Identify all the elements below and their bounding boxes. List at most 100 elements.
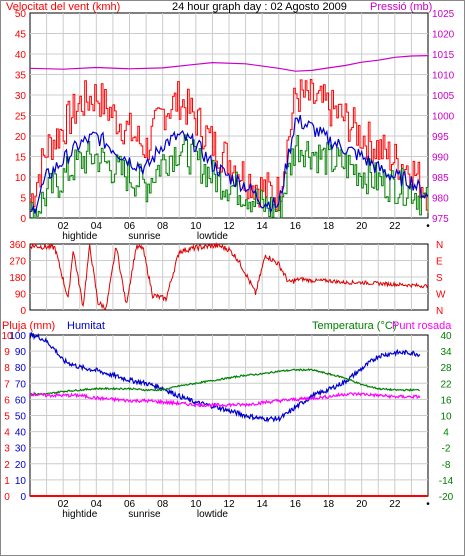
tide-sun-annotation: sunrise: [128, 509, 161, 520]
x-tick-label: 22: [389, 221, 401, 232]
pressure-y-tick-label: 985: [432, 173, 449, 184]
gust-series-line: [30, 79, 429, 211]
humidity-axis-label: Humitat: [67, 320, 105, 332]
temperature-y-tick-label: -8: [442, 460, 451, 471]
rain-y-tick-label: 3: [4, 444, 10, 455]
x-tick-label: 12: [223, 499, 235, 510]
x-tick-label: 16: [290, 499, 302, 510]
x-tick-label: 10: [190, 499, 202, 510]
tide-sun-annotation: hightide: [62, 509, 97, 520]
wind-y-tick-label: 30: [15, 91, 27, 102]
temperature-y-tick-label: 16: [440, 395, 452, 406]
rain-axis-label: Pluja (mm): [2, 320, 55, 332]
wind-y-tick-label: 5: [20, 194, 26, 205]
wind-y-tick-label: 15: [15, 153, 27, 164]
temperature-y-tick-label: -20: [439, 492, 454, 503]
humidity-y-tick-label: 20: [15, 460, 27, 471]
pressure-y-tick-label: 990: [432, 153, 449, 164]
pressure-y-tick-label: 1015: [432, 50, 455, 61]
pressure-y-tick-label: 975: [432, 214, 449, 225]
x-tick-label: 02: [58, 221, 70, 232]
humidity-y-tick-label: 80: [15, 363, 27, 374]
temperature-y-tick-label: -14: [439, 476, 454, 487]
wind-y-tick-label: 45: [15, 30, 27, 41]
rain-humidity-temp-grid: [30, 335, 428, 496]
x-tick-label: 10: [190, 221, 202, 232]
direction-y-tick-label: 0: [20, 306, 26, 317]
humidity-y-tick-label: 0: [20, 492, 26, 503]
humidity-y-tick-label: 70: [15, 379, 27, 390]
rain-y-tick-label: 2: [4, 460, 10, 471]
wind-y-tick-label: 40: [15, 50, 27, 61]
wind-y-tick-label: 10: [15, 173, 27, 184]
x-tick-end-marker: •: [426, 221, 430, 232]
humidity-y-tick-label: 60: [15, 395, 27, 406]
wind-pressure-marks: [29, 55, 429, 219]
direction-y-tick-label: 90: [15, 290, 27, 301]
compass-tick-label: N: [436, 240, 443, 251]
rain-humidity-temp-marks: [29, 331, 428, 497]
tide-sun-annotation: lowtide: [197, 509, 229, 520]
rain-y-tick-label: 4: [4, 428, 10, 439]
dewpoint-series-line: [29, 391, 421, 408]
rain-y-tick-label: 8: [4, 363, 10, 374]
humidity-y-tick-label: 40: [15, 428, 27, 439]
wind-speed-series-line: [30, 134, 429, 219]
x-tick-label: 20: [356, 499, 368, 510]
humidity-series-line: [29, 331, 421, 423]
x-tick-label: 06: [124, 221, 136, 232]
tide-sun-annotation: sunrise: [128, 231, 161, 242]
rain-humidity-temp-ticks: 0123456789100102030405060708090100-20-14…: [1, 331, 453, 520]
temperature-series-line: [29, 368, 420, 396]
tide-sun-annotation: hightide: [62, 231, 97, 242]
wind-y-tick-label: 50: [15, 9, 27, 20]
wind-y-tick-label: 25: [15, 112, 27, 123]
compass-tick-label: N: [436, 306, 443, 317]
mean-wind-series-line: [29, 115, 429, 214]
tide-sun-annotation: lowtide: [197, 231, 229, 242]
wind-y-tick-label: 20: [15, 132, 27, 143]
rain-y-tick-label: 1: [4, 476, 10, 487]
wind-pressure-ticks: 0510152025303540455097598098599099510001…: [15, 9, 455, 242]
wind-direction-series-line: [29, 242, 429, 311]
humidity-y-tick-label: 100: [9, 331, 26, 342]
wind-pressure-grid: [30, 13, 428, 218]
pressure-y-tick-label: 1025: [432, 9, 455, 20]
x-tick-label: 14: [257, 221, 269, 232]
pressure-y-tick-label: 1020: [432, 30, 455, 41]
rain-y-tick-label: 7: [4, 379, 10, 390]
rain-y-tick-label: 9: [4, 347, 10, 358]
temperature-axis-label: Temperatura (°C): [312, 320, 396, 332]
x-tick-label: 16: [290, 221, 302, 232]
rain-y-tick-label: 5: [4, 412, 10, 423]
x-tick-label: 20: [356, 221, 368, 232]
rain-y-tick-label: 0: [4, 492, 10, 503]
humidity-y-tick-label: 50: [15, 412, 27, 423]
pressure-y-tick-label: 1010: [432, 71, 455, 82]
humidity-y-tick-label: 30: [15, 444, 27, 455]
x-tick-label: 18: [323, 221, 335, 232]
temperature-y-tick-label: 10: [440, 412, 452, 423]
x-tick-label: 22: [389, 499, 401, 510]
rain-y-tick-label: 6: [4, 395, 10, 406]
x-tick-label: 06: [124, 499, 136, 510]
direction-y-tick-label: 360: [9, 240, 26, 251]
direction-y-tick-label: 180: [9, 273, 26, 284]
pressure-axis-label: Pressió (mb): [370, 1, 432, 13]
pressure-y-tick-label: 1005: [432, 91, 455, 102]
temperature-y-tick-label: 4: [443, 428, 449, 439]
chart-title: 24 hour graph day : 02 Agosto 2009: [172, 1, 347, 13]
dewpoint-axis-label: Punt rosada: [392, 320, 452, 332]
temperature-y-tick-label: -2: [442, 444, 451, 455]
x-tick-label: 04: [91, 499, 103, 510]
temperature-y-tick-label: 34: [440, 347, 452, 358]
x-tick-label: 04: [91, 221, 103, 232]
x-tick-label: 14: [257, 499, 269, 510]
temperature-y-tick-label: 28: [440, 363, 452, 374]
temperature-y-tick-label: 40: [440, 331, 452, 342]
wind-y-tick-label: 0: [20, 214, 26, 225]
x-tick-end-marker: •: [426, 499, 430, 510]
